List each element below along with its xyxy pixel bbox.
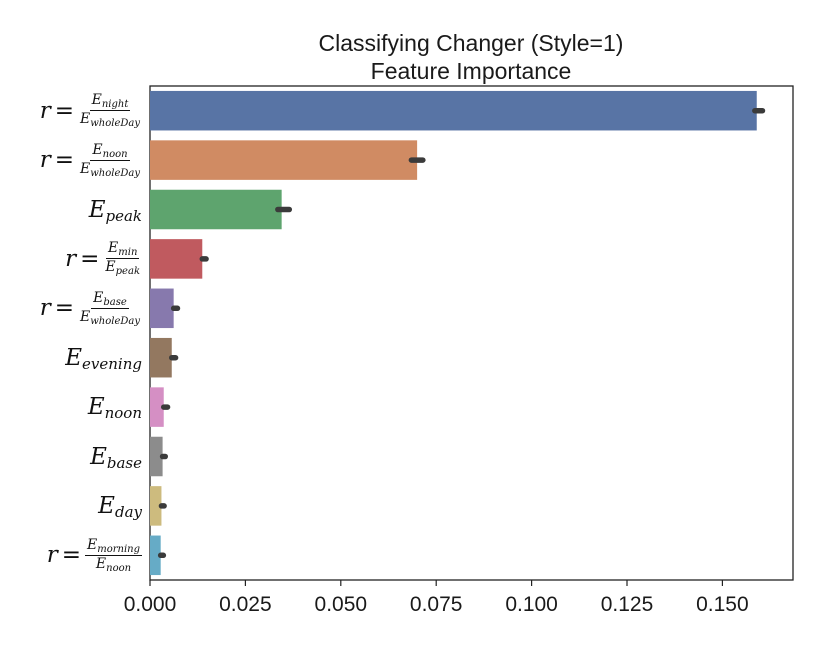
label-sub: peak <box>105 206 142 225</box>
denominator-base: E <box>80 160 91 177</box>
y-tick-label-0: r = Enight EwholeDay <box>40 87 142 135</box>
label-var: r <box>65 245 77 272</box>
label-base: E <box>98 492 115 519</box>
bar-2 <box>150 189 282 230</box>
plot-frame <box>149 85 794 581</box>
x-tick-label-4: 0.100 <box>505 593 558 616</box>
bar-9 <box>150 535 161 576</box>
fraction-denominator: Enoon <box>94 556 133 574</box>
fraction-numerator: Enoon <box>90 141 130 161</box>
fraction-numerator: Ebase <box>91 290 129 309</box>
denominator-base: E <box>80 111 91 128</box>
label-equals: = <box>54 147 74 174</box>
x-tick-label-2: 0.050 <box>315 593 368 616</box>
bar-7 <box>150 436 163 477</box>
numerator-sub: noon <box>102 148 128 160</box>
label-equals: = <box>61 542 81 569</box>
y-tick-label-3: r = Emin Epeak <box>65 235 142 283</box>
label-var: r <box>39 97 51 124</box>
numerator-sub: night <box>101 99 129 111</box>
label-fraction: Emin Epeak <box>103 240 142 277</box>
error-bar-series <box>157 107 766 559</box>
chart-title-line-1: Classifying Changer (Style=1) <box>319 30 624 56</box>
numerator-base: E <box>108 240 119 257</box>
label-sub: noon <box>104 404 142 423</box>
numerator-base: E <box>93 289 104 306</box>
bar-6 <box>150 387 164 427</box>
label-var: r <box>39 295 51 322</box>
x-axis-ticks: 0.000 0.025 0.050 0.075 0.100 0.125 0.150 <box>124 580 749 616</box>
label-equals: = <box>54 295 74 322</box>
denominator-base: E <box>105 259 116 276</box>
numerator-sub: morning <box>97 543 140 555</box>
bar-4 <box>150 288 174 329</box>
denominator-sub: wholeDay <box>90 315 140 327</box>
numerator-sub: base <box>103 296 127 308</box>
fraction-numerator: Enight <box>89 92 131 112</box>
denominator-sub: wholeDay <box>90 167 140 179</box>
fraction-denominator: Epeak <box>103 259 142 277</box>
denominator-base: E <box>95 555 107 572</box>
label-sub: base <box>106 453 142 472</box>
fraction-denominator: EwholeDay <box>78 111 142 129</box>
label-fraction: Enight EwholeDay <box>78 92 142 129</box>
bar-0 <box>150 90 757 131</box>
label-equals: = <box>54 97 74 124</box>
label-base: E <box>65 344 83 371</box>
numerator-base: E <box>87 536 98 553</box>
x-tick-label-0: 0.000 <box>124 593 177 616</box>
x-tick-label-3: 0.075 <box>410 593 463 616</box>
numerator-base: E <box>91 92 102 109</box>
chart-title-line-2: Feature Importance <box>371 58 572 84</box>
label-sub: evening <box>82 354 142 373</box>
denominator-base: E <box>80 308 91 325</box>
fraction-numerator: Emorning <box>85 537 142 556</box>
bar-3 <box>150 239 203 279</box>
denominator-sub: noon <box>106 562 132 574</box>
label-base: E <box>90 443 107 470</box>
bar-8 <box>150 486 162 526</box>
label-var: r <box>46 542 58 569</box>
x-tick-label-1: 0.025 <box>219 593 272 616</box>
denominator-sub: peak <box>115 266 140 278</box>
x-tick-label-6: 0.150 <box>696 593 749 616</box>
label-fraction: Enoon EwholeDay <box>78 142 142 179</box>
fraction-denominator: EwholeDay <box>78 161 142 179</box>
y-tick-label-9: r = Emorning Enoon <box>47 531 142 579</box>
label-fraction: Ebase EwholeDay <box>78 290 142 327</box>
label-var: r <box>39 147 51 174</box>
fraction-denominator: EwholeDay <box>78 309 142 327</box>
fraction-numerator: Emin <box>106 240 140 260</box>
denominator-sub: wholeDay <box>90 118 140 130</box>
label-equals: = <box>80 245 100 272</box>
label-fraction: Emorning Enoon <box>85 537 142 574</box>
label-sub: day <box>114 502 142 521</box>
y-tick-label-1: r = Enoon EwholeDay <box>40 136 142 184</box>
bar-series <box>150 90 757 576</box>
numerator-sub: min <box>118 247 138 259</box>
y-tick-label-4: r = Ebase EwholeDay <box>40 284 142 332</box>
bar-5 <box>150 337 172 378</box>
numerator-base: E <box>92 141 103 158</box>
label-base: E <box>87 394 105 421</box>
bar-1 <box>150 140 418 180</box>
label-base: E <box>88 196 106 223</box>
x-tick-label-5: 0.125 <box>601 593 654 616</box>
